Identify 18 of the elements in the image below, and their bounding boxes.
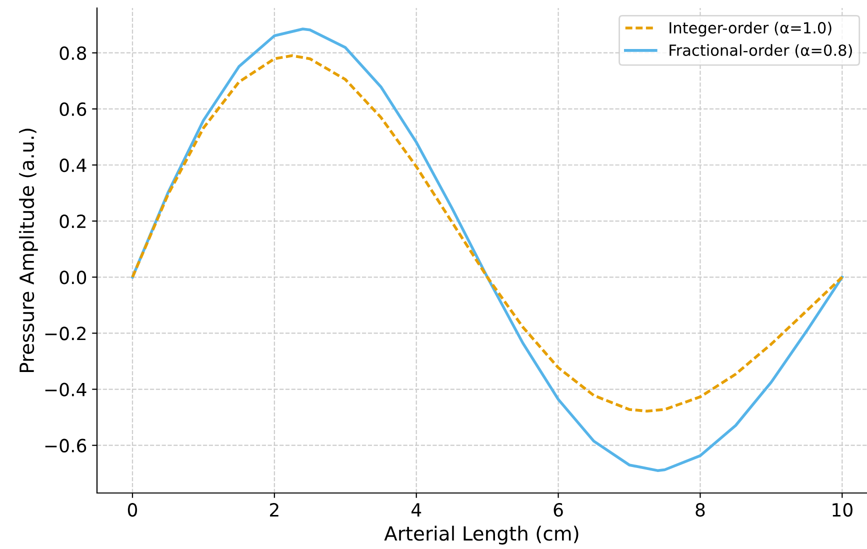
y-tick-label: 0.0 [60,270,86,284]
x-tick-label: 4 [411,503,422,516]
x-tick-label: 0 [128,503,138,517]
y-tick-label: 0.8 [60,46,86,60]
x-tick-label: 6 [554,503,563,517]
y-tick-label: 0.6 [60,102,86,116]
y-tick-label: −0.2 [45,326,86,340]
y-tick-label: −0.6 [45,438,86,452]
y-tick-label: 0.2 [60,214,86,228]
x-tick-label: 8 [696,503,705,517]
y-axis-title: Pressure Amplitude (a.u.) [19,128,38,372]
y-tick-label: 0.4 [60,158,86,172]
x-tick-label: 10 [832,503,852,517]
x-tick-label: 2 [270,503,278,516]
y-tick-label: −0.4 [45,382,86,396]
x-axis-title: Arterial Length (cm) [384,526,578,545]
legend-label: Fractional-order (α=0.8) [670,44,852,58]
legend-label: Integer-order (α=1.0) [670,22,832,37]
